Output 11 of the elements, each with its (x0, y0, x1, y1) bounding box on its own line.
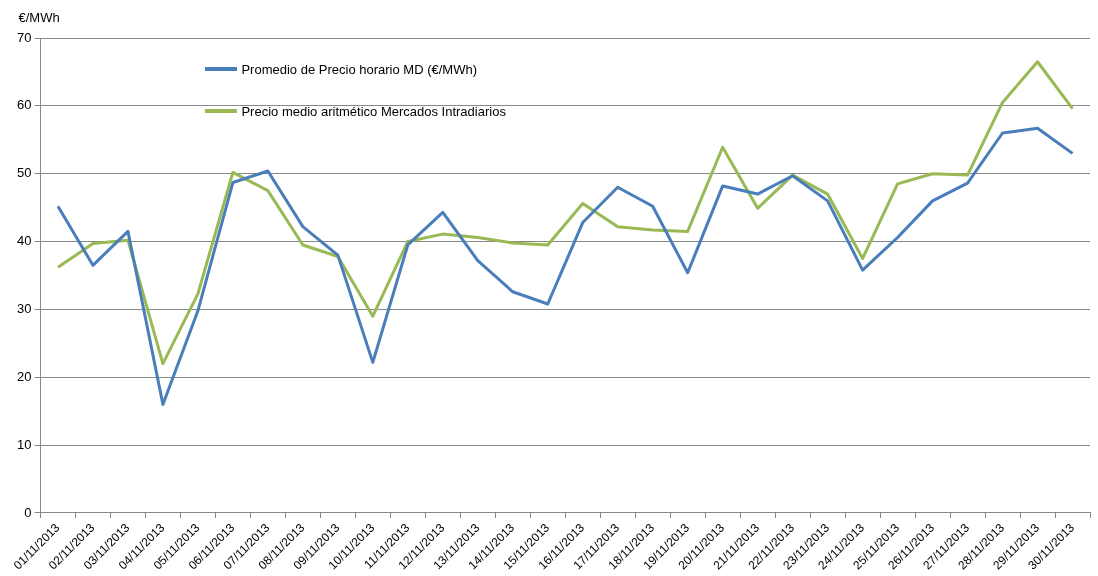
legend-label: Precio medio aritmético Mercados Intradiarios (241, 103, 506, 119)
y-tick-label: 10 (16, 436, 32, 452)
y-tick-label: 20 (16, 368, 32, 384)
y-tick-label: 30 (16, 301, 32, 316)
y-tick-label: 40 (16, 233, 32, 249)
y-tick-label: 70 (16, 29, 32, 45)
y-tick-label: 50 (16, 165, 32, 181)
y-axis-title: €/MWh (18, 9, 60, 25)
y-tick-label: 60 (16, 97, 32, 113)
legend-label: Promedio de Precio horario MD (€/MWh) (241, 61, 477, 77)
y-tick-label: 0 (24, 504, 32, 520)
